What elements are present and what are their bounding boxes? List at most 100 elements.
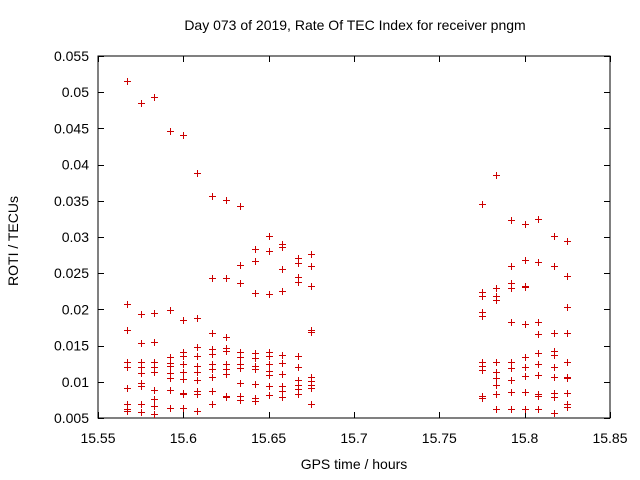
data-point xyxy=(493,406,500,413)
y-tick-label: 0.045 xyxy=(54,120,89,136)
data-point xyxy=(252,381,259,388)
data-point xyxy=(237,354,244,361)
data-point xyxy=(308,263,315,270)
data-point xyxy=(124,364,131,371)
data-point xyxy=(124,301,131,308)
data-point xyxy=(180,405,187,412)
data-point xyxy=(194,369,201,376)
data-point xyxy=(209,193,216,200)
data-point xyxy=(508,319,515,326)
x-tick-label: 15.75 xyxy=(422,430,457,446)
data-point xyxy=(266,233,273,240)
x-tick-label: 15.55 xyxy=(80,430,115,446)
data-point xyxy=(124,408,131,415)
data-point xyxy=(151,396,158,403)
y-tick-label: 0.005 xyxy=(54,410,89,426)
data-point xyxy=(223,394,230,401)
data-point xyxy=(252,258,259,265)
data-point xyxy=(167,307,174,314)
data-point xyxy=(551,233,558,240)
data-point xyxy=(508,359,515,366)
data-point xyxy=(308,385,315,392)
data-point xyxy=(167,363,174,370)
data-point xyxy=(209,330,216,337)
data-point xyxy=(138,364,145,371)
data-point xyxy=(209,374,216,381)
data-point xyxy=(138,311,145,318)
data-point xyxy=(522,221,529,228)
data-point xyxy=(493,369,500,376)
data-point xyxy=(493,382,500,389)
data-point xyxy=(138,340,145,347)
y-axis-label: ROTI / TECUs xyxy=(5,196,21,286)
data-point xyxy=(180,317,187,324)
data-point xyxy=(535,393,542,400)
data-point xyxy=(279,394,286,401)
data-point xyxy=(508,217,515,224)
data-point xyxy=(194,315,201,322)
data-point xyxy=(223,371,230,378)
data-point xyxy=(194,377,201,384)
y-tick-label: 0.025 xyxy=(54,265,89,281)
data-point xyxy=(308,251,315,258)
data-point xyxy=(266,361,273,368)
data-point xyxy=(151,387,158,394)
data-markers xyxy=(124,78,571,418)
chart-title: Day 073 of 2019, Rate Of TEC Index for r… xyxy=(184,17,526,33)
data-point xyxy=(295,353,302,360)
data-point xyxy=(564,390,571,397)
data-point xyxy=(522,284,529,291)
data-point xyxy=(194,363,201,370)
data-point xyxy=(564,238,571,245)
data-point xyxy=(535,406,542,413)
data-point xyxy=(209,351,216,358)
data-point xyxy=(209,366,216,373)
x-tick-label: 15.85 xyxy=(592,430,627,446)
data-point xyxy=(138,409,145,416)
data-point xyxy=(252,366,259,373)
x-axis-label: GPS time / hours xyxy=(300,456,408,472)
y-tick-label: 0.055 xyxy=(54,48,89,64)
x-tick-label: 15.7 xyxy=(340,430,367,446)
data-point xyxy=(266,248,273,255)
data-point xyxy=(167,128,174,135)
data-point xyxy=(237,280,244,287)
data-point xyxy=(266,353,273,360)
data-point xyxy=(167,375,174,382)
data-point xyxy=(564,273,571,280)
data-point xyxy=(279,288,286,295)
data-point xyxy=(279,352,286,359)
data-point xyxy=(479,201,486,208)
data-point xyxy=(138,401,145,408)
data-point xyxy=(564,330,571,337)
data-point xyxy=(124,327,131,334)
data-point xyxy=(252,398,259,405)
data-point xyxy=(551,374,558,381)
data-point xyxy=(151,94,158,101)
data-point xyxy=(508,263,515,270)
data-point xyxy=(479,293,486,300)
data-point xyxy=(167,354,174,361)
data-point xyxy=(209,388,216,395)
y-tick-label: 0.035 xyxy=(54,193,89,209)
data-point xyxy=(535,319,542,326)
y-tick-label: 0.02 xyxy=(62,301,89,317)
data-point xyxy=(295,364,302,371)
data-point xyxy=(167,387,174,394)
data-point xyxy=(493,391,500,398)
data-point xyxy=(508,365,515,372)
data-point xyxy=(138,100,145,107)
data-point xyxy=(138,370,145,377)
data-point xyxy=(508,406,515,413)
data-point xyxy=(237,203,244,210)
data-point xyxy=(535,372,542,379)
data-point xyxy=(223,275,230,282)
data-point xyxy=(180,132,187,139)
data-point xyxy=(180,376,187,383)
data-point xyxy=(551,330,558,337)
data-point xyxy=(479,367,486,374)
data-point xyxy=(508,377,515,384)
data-point xyxy=(551,394,558,401)
